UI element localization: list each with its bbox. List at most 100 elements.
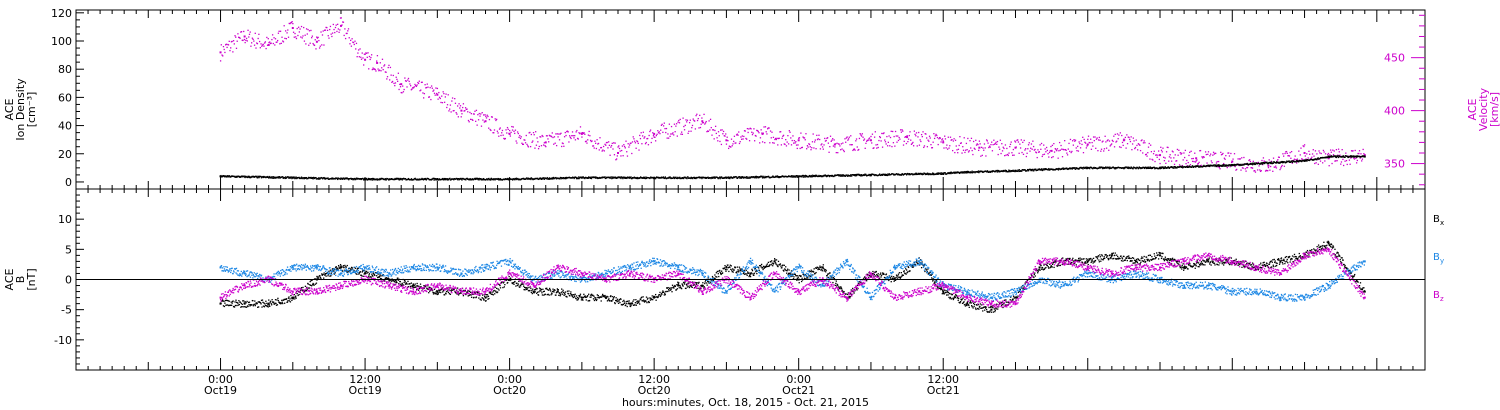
velocity-fill-point: [508, 132, 510, 135]
density-fill-point: [908, 174, 910, 176]
velocity-fill-point: [1324, 160, 1326, 162]
velocity-fill-point: [1146, 155, 1148, 157]
density-fill-point: [595, 176, 597, 178]
velocity-fill-point: [493, 129, 496, 131]
velocity-fill-point: [485, 115, 487, 118]
bx-fill-point: [410, 282, 413, 284]
velocity-fill-point: [1001, 150, 1004, 152]
density-fill-point: [443, 178, 446, 181]
velocity-fill-point: [1123, 138, 1125, 140]
density-fill-point: [1231, 163, 1233, 166]
bx-fill-point: [418, 287, 421, 290]
density-fill-point: [220, 174, 222, 177]
density-fill-point: [865, 174, 867, 176]
density-fill-point: [924, 172, 926, 175]
velocity-fill-point: [1068, 142, 1070, 145]
velocity-fill-point: [864, 147, 866, 149]
bx-fill-point: [428, 292, 430, 294]
density-fill-point: [745, 176, 747, 179]
velocity-fill-point: [579, 126, 582, 128]
velocity-fill-point: [256, 42, 258, 44]
velocity-fill-point: [776, 137, 778, 140]
velocity-fill-point: [1071, 140, 1074, 142]
velocity-fill-point: [685, 119, 687, 121]
velocity-fill-point: [1168, 156, 1171, 158]
velocity-fill-point: [692, 118, 694, 120]
bx-fill-point: [514, 280, 516, 283]
velocity-fill-point: [1126, 134, 1128, 136]
velocity-fill-point: [305, 28, 308, 30]
velocity-fill-point: [1064, 140, 1066, 142]
velocity-fill-point: [842, 149, 845, 151]
density-fill-point: [622, 177, 624, 180]
velocity-fill-point: [1031, 148, 1033, 150]
density-fill-point: [1170, 166, 1173, 168]
bx-fill-point: [449, 293, 452, 295]
density-fill-point: [243, 175, 245, 177]
velocity-fill-point: [727, 147, 730, 150]
velocity-fill-point: [410, 85, 412, 87]
density-fill-point: [649, 177, 651, 179]
velocity-fill-point: [1293, 159, 1295, 161]
velocity-fill-point: [232, 40, 235, 42]
bx-fill-point: [449, 287, 451, 289]
velocity-fill-point: [280, 42, 282, 44]
velocity-fill-point: [284, 30, 287, 32]
bx-fill-point: [503, 281, 505, 283]
velocity-fill-point: [329, 25, 332, 28]
velocity-fill-point: [439, 97, 441, 100]
velocity-fill-point: [668, 123, 671, 125]
bx-fill-point: [321, 274, 323, 276]
bx-fill-point: [430, 288, 432, 291]
velocity-fill-point: [1116, 140, 1118, 142]
bx-fill-point: [373, 273, 375, 276]
density-fill-point: [922, 173, 925, 175]
velocity-fill-point: [618, 147, 621, 150]
bx-fill-point: [372, 275, 374, 277]
velocity-fill-point: [1105, 147, 1108, 149]
bx-fill-point: [443, 294, 446, 296]
velocity-fill-point: [255, 47, 257, 49]
velocity-fill-point: [969, 140, 971, 142]
velocity-fill-point: [1303, 144, 1306, 146]
velocity-fill-point: [763, 126, 765, 128]
bx-fill-point: [470, 294, 472, 296]
density-fill-point: [621, 176, 624, 179]
velocity-fill-point: [777, 144, 779, 146]
density-fill-point: [657, 176, 659, 178]
velocity-fill-point: [294, 32, 296, 35]
bx-fill-point: [242, 306, 244, 308]
density-fill-point: [1267, 162, 1270, 165]
velocity-fill-point: [722, 130, 725, 133]
density-fill-point: [407, 178, 409, 180]
velocity-fill-point: [702, 121, 704, 124]
velocity-fill-point: [1166, 146, 1168, 148]
velocity-fill-point: [407, 77, 410, 80]
velocity-fill-point: [1017, 139, 1019, 141]
velocity-fill-point: [260, 43, 262, 45]
density-fill-point: [956, 172, 958, 174]
density-fill-point: [1262, 163, 1264, 165]
velocity-fill-point: [1358, 152, 1360, 155]
bx-fill-point: [277, 299, 280, 302]
velocity-fill-point: [1008, 152, 1010, 154]
density-fill-point: [288, 177, 290, 180]
density-fill-point: [1164, 167, 1166, 170]
bx-fill-point: [467, 295, 469, 297]
velocity-fill-point: [1341, 148, 1343, 151]
velocity-fill-point: [1178, 164, 1181, 166]
density-fill-point: [614, 177, 616, 179]
bx-fill-point: [406, 283, 408, 285]
density-fill-point: [1151, 166, 1153, 169]
velocity-fill-point: [762, 132, 764, 134]
velocity-fill-point: [1340, 163, 1342, 165]
velocity-fill-point: [761, 132, 763, 134]
velocity-fill-point: [657, 130, 659, 132]
velocity-fill-point: [238, 36, 241, 39]
density-fill-point: [1210, 164, 1212, 166]
velocity-fill-point: [768, 127, 770, 129]
velocity-fill-point: [1048, 151, 1051, 154]
velocity-fill-point: [730, 138, 733, 140]
velocity-fill-point: [1168, 160, 1170, 162]
velocity-point: [833, 143, 836, 146]
